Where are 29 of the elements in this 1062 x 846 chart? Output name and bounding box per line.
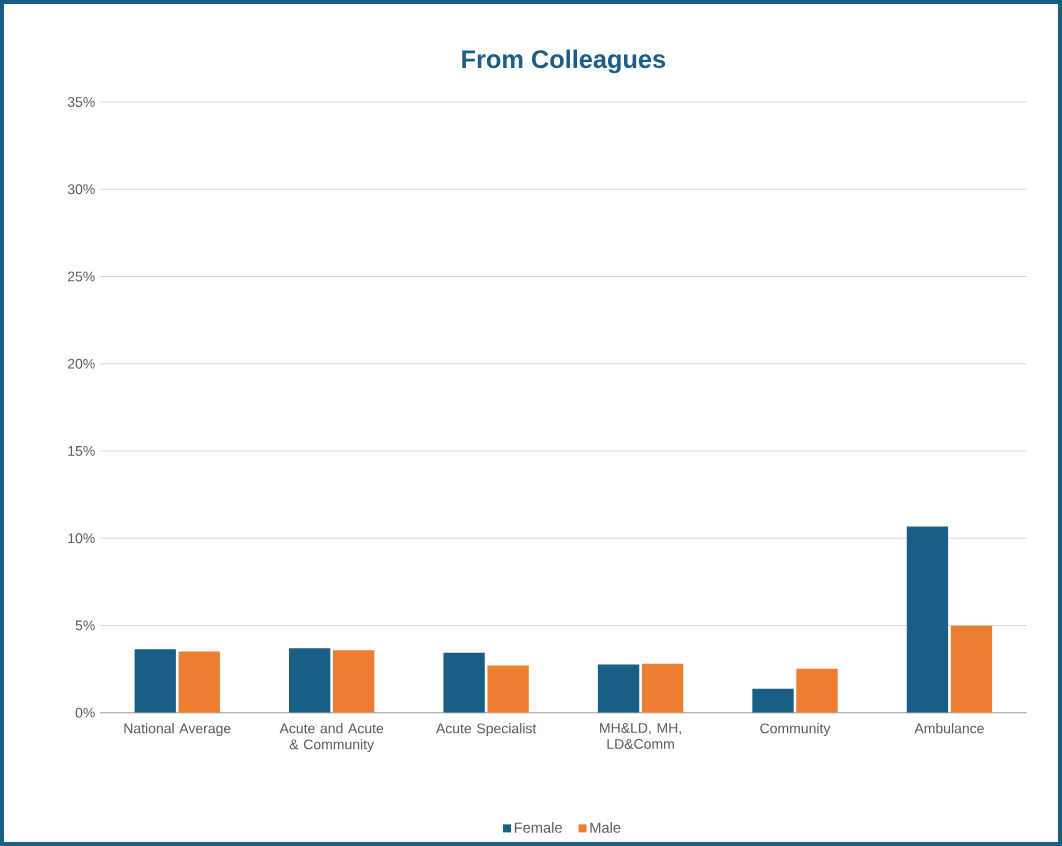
bar [487, 665, 529, 713]
bar [950, 625, 993, 713]
y-tick-label: 20% [67, 358, 95, 369]
x-tick-label: Community [760, 723, 831, 737]
bar [597, 664, 640, 713]
bar [752, 688, 794, 713]
legend-label: Female [514, 822, 562, 833]
bar [906, 526, 949, 713]
chart-title: From Colleagues [462, 49, 666, 74]
bar [443, 652, 485, 713]
x-tick-label: National Average [124, 723, 231, 737]
bar [333, 650, 375, 713]
legend-label: Male [590, 822, 621, 833]
bar [796, 668, 838, 713]
bar [178, 651, 220, 713]
bar [134, 649, 176, 713]
y-tick-label: 30% [67, 184, 95, 195]
y-tick-label: 10% [68, 533, 95, 544]
y-tick-label: 0% [75, 707, 95, 718]
x-tick-label: Ambulance [914, 723, 984, 734]
x-tick-label: Acute and Acute & Community [279, 723, 384, 753]
x-tick-label: Acute Specialist [435, 723, 537, 737]
bar [641, 663, 684, 713]
y-tick-label: 25% [67, 271, 95, 282]
y-tick-label: 15% [68, 446, 95, 456]
y-tick-label: 5% [75, 620, 95, 631]
bar [289, 648, 331, 713]
y-tick-label: 35% [67, 97, 95, 107]
x-tick-label: MH&LD, MH, LD&Comm [600, 723, 681, 749]
